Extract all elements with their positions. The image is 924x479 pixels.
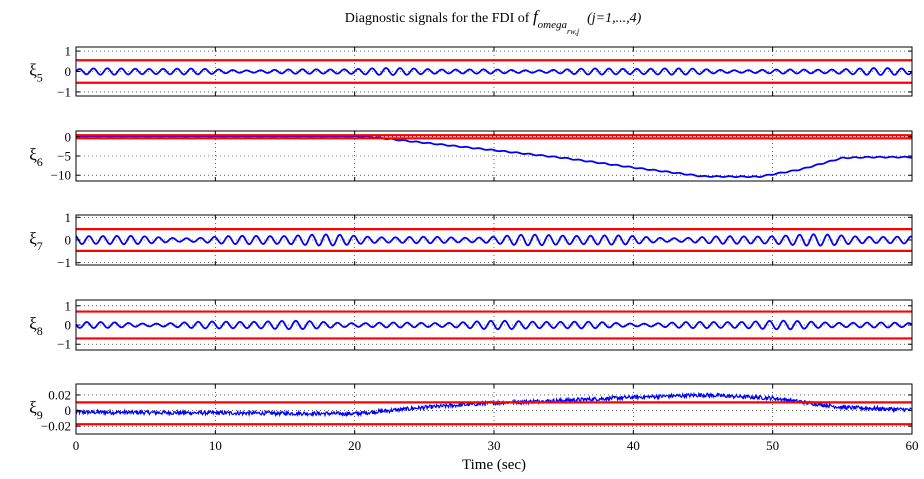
y-axis-label-xi6: ξ6	[29, 145, 43, 169]
title-prefix: Diagnostic signals for the FDI of	[345, 11, 533, 26]
panel-xi8: 1 0 −1 ξ8	[29, 298, 913, 352]
y-tick-label: −1	[57, 337, 71, 352]
y-tick-label: 0	[65, 318, 72, 333]
panel-xi7: 1 0 −1 ξ7	[29, 210, 913, 270]
y-tick-label: 1	[65, 210, 72, 225]
y-tick-label: −1	[57, 84, 71, 99]
title-suffix: (j=1,...,4)	[587, 11, 641, 26]
x-tick-label: 30	[488, 438, 501, 453]
y-axis-label-xi9: ξ9	[29, 398, 43, 422]
title-subsubscript: rw,j	[567, 27, 580, 36]
y-tick-label: 0	[65, 64, 72, 79]
y-axis-label-xi8: ξ8	[29, 314, 43, 338]
panel-xi6: 0 −5 −10 ξ6	[29, 129, 913, 183]
signal-line-xi6	[75, 135, 913, 179]
chart-title: Diagnostic signals for the FDI of fomega…	[345, 7, 642, 36]
y-axis-label-xi5: ξ5	[29, 61, 43, 85]
signal-line-xi5	[75, 67, 913, 76]
x-tick-label: 0	[73, 438, 80, 453]
y-tick-label: 0	[65, 233, 72, 248]
x-axis-label: Time (sec)	[462, 457, 526, 473]
y-tick-label: −10	[51, 168, 71, 183]
signal-line-xi8	[75, 319, 913, 331]
panel-xi5: 1 0 −1 ξ5	[29, 44, 913, 99]
y-tick-label: 0	[65, 129, 72, 144]
x-tick-label: 50	[766, 438, 779, 453]
x-tick-labels: 0 10 20 30 40 50 60	[73, 438, 919, 453]
y-tick-label: 0	[65, 403, 72, 418]
signal-line-xi9	[75, 391, 913, 418]
x-tick-label: 60	[906, 438, 919, 453]
title-subscript: omega	[538, 19, 568, 31]
y-tick-label: 1	[65, 298, 72, 313]
title-symbol: f	[533, 7, 540, 26]
x-tick-label: 20	[348, 438, 361, 453]
y-tick-label: 1	[65, 44, 72, 59]
x-tick-label: 40	[627, 438, 640, 453]
y-tick-label: −5	[57, 149, 71, 164]
y-tick-label: −0.02	[41, 419, 71, 434]
signal-line-xi7	[75, 233, 913, 247]
y-tick-label: 0.02	[48, 387, 71, 402]
y-axis-label-xi7: ξ7	[29, 229, 43, 253]
x-tick-label: 10	[209, 438, 222, 453]
y-tick-label: −1	[57, 255, 71, 270]
